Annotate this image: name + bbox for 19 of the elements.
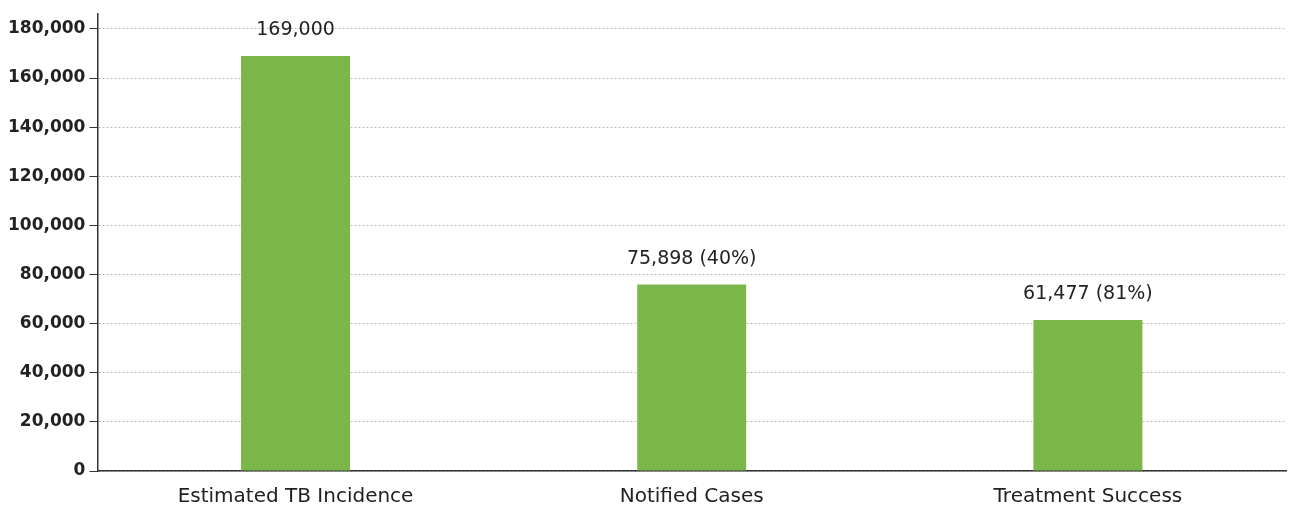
x-tick-label: Estimated TB Incidence (177, 483, 414, 508)
y-tick-label: 20,000 (19, 410, 86, 431)
bar (637, 284, 747, 471)
data-label: 61,477 (81%) (1023, 281, 1153, 304)
y-tick-label: 40,000 (19, 361, 86, 382)
y-tick-label: 140,000 (7, 115, 86, 136)
y-tick-label: 160,000 (7, 66, 86, 87)
y-tick-label: 0 (73, 459, 86, 480)
data-label: 169,000 (256, 17, 335, 40)
y-tick-label: 60,000 (19, 312, 86, 333)
y-tick-label: 100,000 (7, 213, 86, 234)
bar (1033, 320, 1143, 471)
x-tick-label: Notified Cases (619, 483, 764, 508)
x-tick-label: Treatment Success (992, 483, 1183, 508)
y-tick-label: 180,000 (7, 17, 86, 38)
data-label: 75,898 (40%) (626, 246, 757, 269)
y-tick-label: 80,000 (19, 262, 86, 283)
bar (241, 55, 350, 471)
y-tick-label: 120,000 (7, 164, 86, 185)
